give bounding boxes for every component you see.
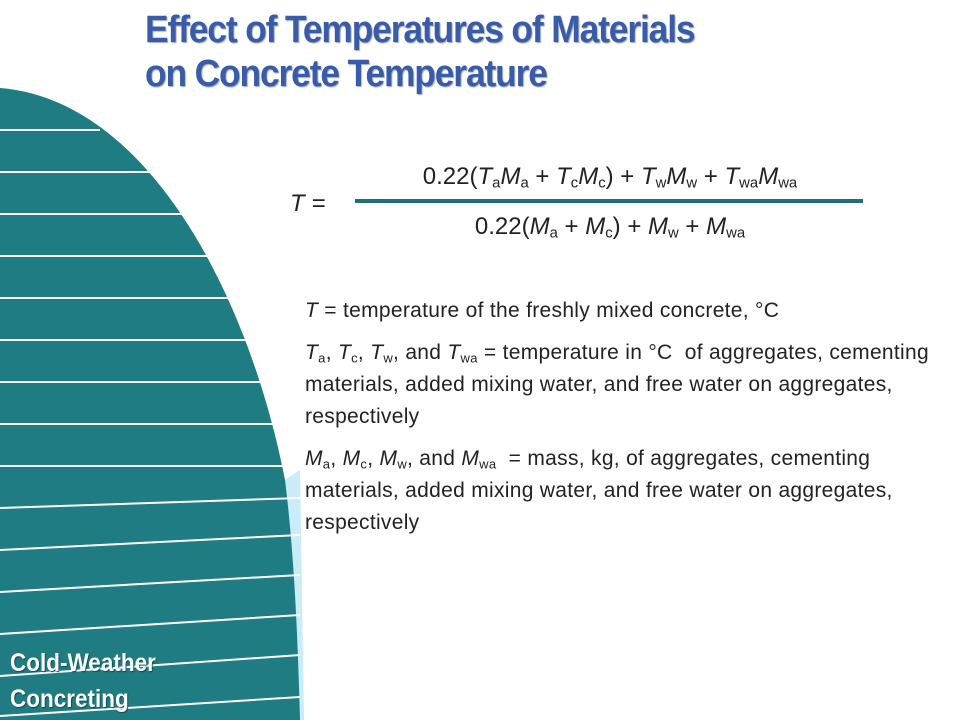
variable: M [342, 447, 361, 470]
subscript: c [360, 456, 368, 472]
text-run: 0.22( [474, 213, 530, 240]
subscript: wa [778, 175, 798, 192]
text-run: + [557, 213, 586, 240]
variable: M [758, 163, 779, 190]
text-run: , and [407, 447, 462, 470]
subscript: wa [460, 350, 478, 366]
text-run: 0.22( [422, 163, 478, 190]
subscript: a [322, 456, 331, 472]
variable: T [556, 163, 571, 190]
subscript: wa [479, 456, 497, 472]
text-run: = temperature of the freshly mixed concr… [318, 299, 780, 322]
text-run: ) + [612, 213, 648, 240]
dome [0, 88, 300, 720]
slide-title: Effect of Temperatures of Materials on C… [145, 8, 696, 96]
variable: T [337, 341, 352, 364]
variable: M [529, 213, 550, 240]
variable: M [666, 163, 687, 190]
text-run: + [697, 163, 725, 190]
variable: T [724, 163, 740, 190]
formula-lhs: T = [290, 190, 325, 218]
stripes [0, 129, 301, 717]
text-run: + [678, 213, 707, 240]
text-run: , [357, 341, 371, 364]
text-run: , [367, 447, 380, 470]
title-line: on Concrete Temperature [145, 53, 548, 95]
decoration [0, 88, 304, 720]
subscript: a [549, 225, 558, 242]
title-line: Effect of Temperatures of Materials [145, 9, 696, 51]
variable: M [379, 447, 398, 470]
text-run: , [330, 447, 343, 470]
variable: M [585, 213, 606, 240]
sidebar-line: Cold-Weather [10, 649, 156, 677]
definition: Ta, Tc, Tw, and Twa = temperature in °C … [305, 337, 955, 433]
variable: M [706, 213, 727, 240]
numerator: 0.22(TaMa + TcMc) + TwMw + TwaMwa [355, 163, 865, 191]
subscript: wa [739, 175, 759, 192]
variable: M [461, 447, 480, 470]
subscript: a [520, 175, 529, 192]
variable: M [500, 163, 521, 190]
fraction-bar [355, 199, 863, 203]
text-run: , [325, 341, 338, 364]
variable: M [305, 447, 323, 470]
subscript: w [397, 456, 408, 472]
subscript: a [492, 175, 501, 192]
subscript: w [655, 175, 667, 192]
sidebar-label: Cold-Weather Concreting [10, 645, 156, 717]
subscript: wa [726, 225, 746, 242]
formula-lhs-text: T = [290, 190, 326, 217]
subscript: c [351, 350, 358, 366]
subscript: w [668, 225, 679, 242]
denominator: 0.22(Ma + Mc) + Mw + Mwa [355, 213, 865, 241]
text-run: = temperature in °C of aggregates, cemen… [305, 341, 936, 428]
subscript: a [318, 350, 326, 366]
definition: Ma, Mc, Mw, and Mwa = mass, kg, of aggre… [305, 443, 955, 539]
subscript: c [598, 175, 606, 192]
subscript: c [605, 225, 613, 242]
variable: M [578, 163, 599, 190]
text-run: = mass, kg, of aggregates, cementing mat… [305, 447, 899, 534]
text-run: + [528, 163, 557, 190]
subscript: c [570, 175, 579, 192]
variable: T [305, 299, 319, 322]
sidebar-line: Concreting [10, 685, 129, 713]
variable: T [447, 341, 461, 364]
variable: M [648, 213, 668, 240]
variable: T [370, 341, 384, 364]
subscript: w [686, 175, 698, 192]
variable: T [477, 163, 493, 190]
definitions: T = temperature of the freshly mixed con… [305, 295, 955, 549]
text-run: ) + [605, 163, 641, 190]
variable: T [640, 163, 656, 190]
variable: T [305, 341, 319, 364]
definition: T = temperature of the freshly mixed con… [305, 295, 955, 327]
text-run: , and [393, 341, 448, 364]
subscript: w [383, 350, 394, 366]
